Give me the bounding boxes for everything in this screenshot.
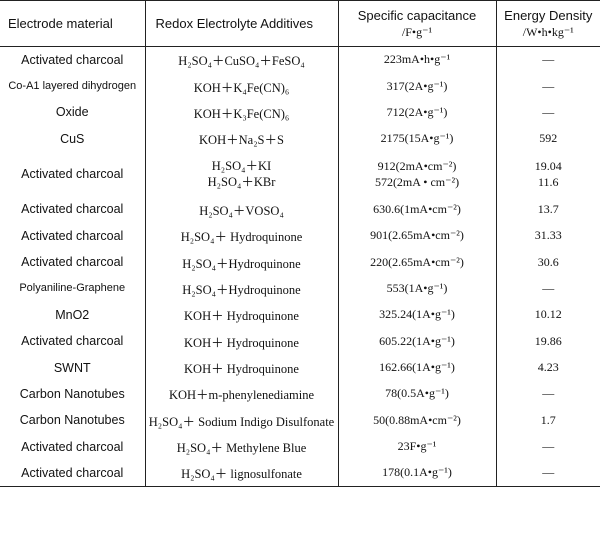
cell-capacitance: 162.66(1A•g⁻¹) [337,354,496,381]
cell-additives: H₂SO₄＋ Hydroquinone [144,222,338,249]
cell-energy: — [495,99,600,126]
table-row: Polyaniline-Graphene H₂SO₄＋Hydroquinone … [0,275,600,302]
table-row: CuS KOH＋Na₂S＋S 2175(15A•g⁻¹) 592 [0,125,600,153]
cell-capacitance: 605.22(1A•g⁻¹) [337,328,496,355]
cell-capacitance: 901(2.65mA•cm⁻²) [337,222,496,249]
table-row: Activated charcoal H₂SO₄＋CuSO₄＋FeSO₄ 223… [0,46,600,73]
cell-capacitance-line: 912(2mA•cm⁻²) [377,159,457,174]
cell-material: Activated charcoal [21,228,124,243]
table-header: Electrode material Redox Electrolyte Add… [0,0,600,47]
cell-capacitance: 712(2A•g⁻¹) [337,99,496,126]
cell-energy: 1.7 [495,407,600,434]
header-capacitance-unit: /F•g⁻¹ [401,24,433,39]
header-capacitance: Specific capacitance /F•g⁻¹ [337,0,496,47]
cell-additives: H₂SO₄＋KI H₂SO₄＋KBr [144,152,338,197]
header-capacitance-label: Specific capacitance [357,7,477,23]
table-row: SWNT KOH＋ Hydroquinone 162.66(1A•g⁻¹) 4.… [0,354,600,381]
cell-additives: KOH＋ Hydroquinone [144,328,338,355]
cell-material: Activated charcoal [21,439,124,454]
cell-energy: 592 [495,125,600,153]
cell-material: Activated charcoal [21,167,124,182]
cell-capacitance: 317(2A•g⁻¹) [337,72,496,100]
cell-material: Activated charcoal [21,52,124,67]
table-row: Carbon Nanotubes H₂SO₄＋ Sodium Indigo Di… [0,407,600,434]
cell-material: Carbon Nanotubes [19,386,125,401]
cell-energy: — [495,72,600,100]
cell-capacitance: 23F•g⁻¹ [337,433,496,460]
table-row: Co-A1 layered dihydrogen KOH＋K₄Fe(CN)₆ 3… [0,72,600,100]
header-material: Electrode material [0,0,145,47]
cell-additives: KOH＋K₃Fe(CN)₆ [144,99,338,126]
cell-capacitance: 553(1A•g⁻¹) [337,275,496,302]
cell-capacitance: 630.6(1mA•cm⁻²) [337,196,496,223]
table-row: Activated charcoal H₂SO₄＋ Hydroquinone 9… [0,222,600,249]
cell-material: MnO2 [55,307,90,322]
cell-material: Oxide [55,105,89,120]
cell-material: Activated charcoal [21,202,124,217]
cell-capacitance: 78(0.5A•g⁻¹) [337,380,496,408]
cell-capacitance: 178(0.1A•g⁻¹) [337,459,496,487]
cell-material: Activated charcoal [21,255,124,270]
cell-energy: — [495,433,600,460]
cell-energy: — [495,275,600,302]
header-energy-label: Energy Density [504,7,593,23]
table-row: Activated charcoal H₂SO₄＋ Methylene Blue… [0,433,600,460]
cell-capacitance: 912(2mA•cm⁻²) 572(2mA • cm⁻²) [337,152,496,197]
cell-energy-line: 19.04 [534,159,562,174]
cell-additives: H₂SO₄＋ Sodium Indigo Disulfonate [144,407,338,434]
cell-material: Carbon Nanotubes [19,413,125,428]
cell-energy: 4.23 [495,354,600,381]
cell-additives: H₂SO₄＋ Methylene Blue [144,433,338,460]
cell-capacitance: 220(2.65mA•cm⁻²) [337,248,496,276]
cell-capacitance: 2175(15A•g⁻¹) [337,125,496,153]
cell-energy: 10.12 [495,301,600,329]
cell-capacitance: 223mA•h•g⁻¹ [337,46,496,73]
table-body: Activated charcoal H₂SO₄＋CuSO₄＋FeSO₄ 223… [0,46,600,487]
cell-additives: KOH＋m-phenylenediamine [144,380,338,408]
cell-additives: KOH＋ Hydroquinone [144,301,338,329]
table-row: Activated charcoal H₂SO₄＋KI H₂SO₄＋KBr 91… [0,152,600,197]
cell-additives: H₂SO₄＋VOSO₄ [144,196,338,223]
cell-energy-line: 11.6 [537,175,559,190]
table-row: Oxide KOH＋K₃Fe(CN)₆ 712(2A•g⁻¹) — [0,99,600,126]
table-row: Activated charcoal H₂SO₄＋VOSO₄ 630.6(1mA… [0,196,600,223]
cell-energy: — [495,46,600,73]
cell-material: Co-A1 layered dihydrogen [8,80,137,93]
table-row: MnO2 KOH＋ Hydroquinone 325.24(1A•g⁻¹) 10… [0,301,600,329]
cell-energy: 30.6 [495,248,600,276]
cell-additives: H₂SO₄＋Hydroquinone [144,275,338,302]
cell-energy: 13.7 [495,196,600,223]
table-row: Activated charcoal KOH＋ Hydroquinone 605… [0,328,600,355]
header-additives: Redox Electrolyte Additives [144,0,338,47]
cell-material: SWNT [53,360,91,375]
cell-energy: 19.86 [495,328,600,355]
cell-additives: H₂SO₄＋Hydroquinone [144,248,338,276]
header-energy: Energy Density /W•h•kg⁻¹ [495,0,600,47]
cell-capacitance-line: 572(2mA • cm⁻²) [374,175,460,190]
cell-material: CuS [60,131,85,146]
table-row: Activated charcoal H₂SO₄＋Hydroquinone 22… [0,248,600,276]
cell-additives: KOH＋K₄Fe(CN)₆ [144,72,338,100]
cell-energy: — [495,380,600,408]
cell-additives: KOH＋ Hydroquinone [144,354,338,381]
header-row: Electrode material Redox Electrolyte Add… [0,0,600,47]
header-energy-unit: /W•h•kg⁻¹ [522,24,574,39]
cell-additives-line: H₂SO₄＋KBr [207,175,276,190]
cell-energy: — [495,459,600,487]
cell-material: Activated charcoal [21,334,124,349]
table-row: Carbon Nanotubes KOH＋m-phenylenediamine … [0,380,600,408]
cell-capacitance: 50(0.88mA•cm⁻²) [337,407,496,434]
table-row: Activated charcoal H₂SO₄＋ lignosulfonate… [0,459,600,487]
cell-energy: 31.33 [495,222,600,249]
cell-additives: KOH＋Na₂S＋S [144,125,338,153]
data-table: Electrode material Redox Electrolyte Add… [0,0,600,487]
cell-capacitance: 325.24(1A•g⁻¹) [337,301,496,329]
cell-energy: 19.04 11.6 [495,152,600,197]
cell-material: Activated charcoal [0,459,145,487]
cell-additives: H₂SO₄＋ lignosulfonate [144,459,338,487]
cell-additives-line: H₂SO₄＋KI [211,159,272,174]
cell-additives: H₂SO₄＋CuSO₄＋FeSO₄ [144,46,338,73]
cell-material: Polyaniline-Graphene [19,282,126,295]
